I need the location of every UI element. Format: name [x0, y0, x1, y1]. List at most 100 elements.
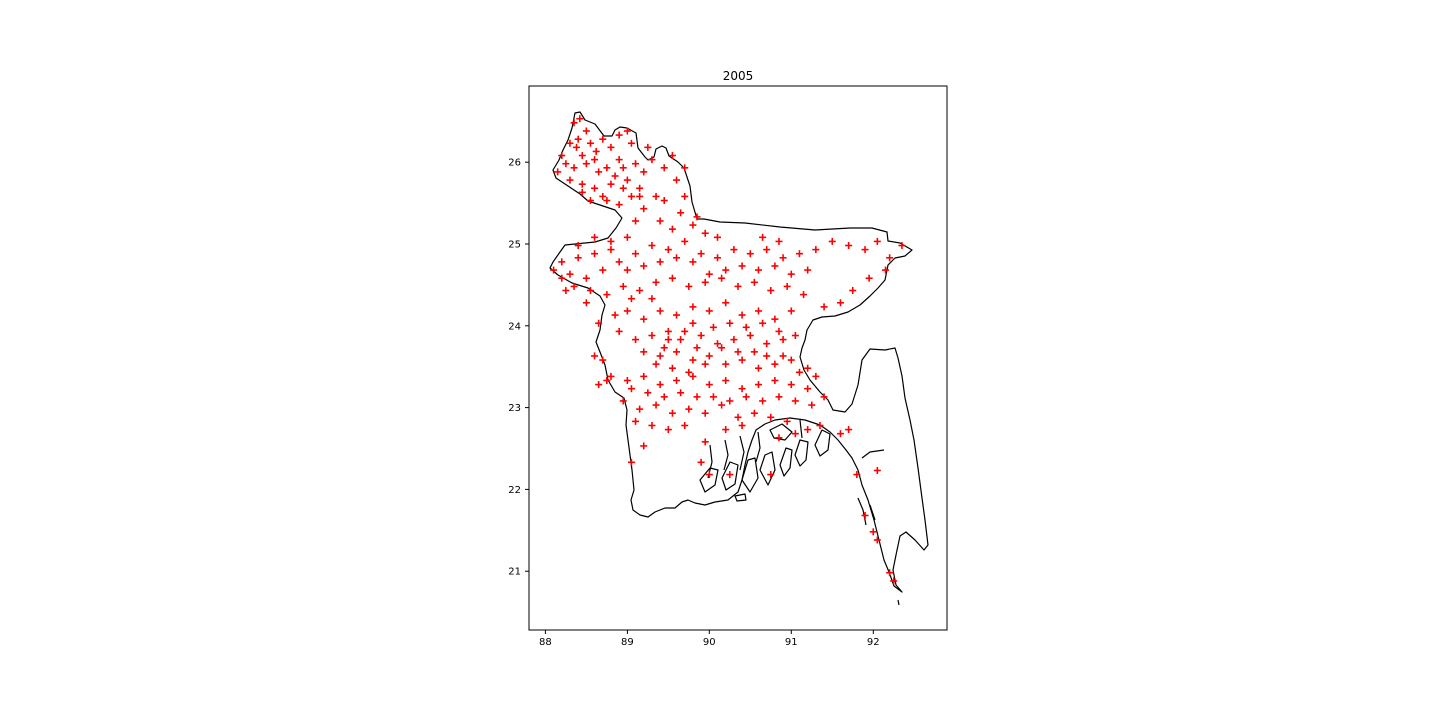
event-marker: [845, 242, 853, 250]
event-marker: [627, 139, 635, 147]
event-marker: [861, 246, 869, 254]
event-marker: [722, 376, 730, 384]
event-marker: [865, 274, 873, 282]
event-marker: [619, 397, 627, 405]
y-tick-label: 22: [508, 485, 521, 496]
event-marker: [599, 266, 607, 274]
event-marker: [591, 233, 599, 241]
x-tick: 89: [621, 630, 634, 648]
event-marker: [697, 458, 705, 466]
event-marker: [619, 282, 627, 290]
event-marker: [689, 372, 697, 380]
event-marker: [681, 192, 689, 200]
event-marker: [873, 536, 881, 544]
event-marker: [820, 393, 828, 401]
event-marker: [734, 413, 742, 421]
event-marker: [693, 393, 701, 401]
event-marker: [648, 332, 656, 340]
event-marker: [886, 254, 894, 262]
event-marker: [652, 278, 660, 286]
event-marker: [775, 237, 783, 245]
event-marker: [586, 197, 594, 205]
event-marker: [603, 197, 611, 205]
event-marker: [632, 160, 640, 168]
event-marker: [726, 471, 734, 479]
event-marker: [607, 180, 615, 188]
event-marker: [709, 393, 717, 401]
x-tick: 91: [785, 630, 798, 648]
event-marker: [573, 143, 581, 151]
x-tick-label: 89: [621, 637, 634, 648]
event-marker: [808, 401, 816, 409]
estuary-lines: [707, 419, 885, 526]
event-marker: [570, 119, 578, 127]
event-marker: [705, 471, 713, 479]
event-marker: [566, 176, 574, 184]
event-marker: [673, 176, 681, 184]
event-marker: [619, 184, 627, 192]
axes-frame: [528, 85, 948, 631]
event-marker: [677, 209, 685, 217]
event-marker: [677, 389, 685, 397]
event-marker: [632, 336, 640, 344]
event-marker: [627, 458, 635, 466]
event-marker: [632, 250, 640, 258]
event-marker: [681, 421, 689, 429]
event-marker: [673, 348, 681, 356]
event-marker: [673, 376, 681, 384]
event-marker: [591, 352, 599, 360]
event-marker: [787, 356, 795, 364]
y-tick-label: 25: [508, 240, 521, 251]
event-marker: [869, 528, 877, 536]
event-marker: [759, 397, 767, 405]
event-marker: [722, 426, 730, 434]
event-marker: [767, 471, 775, 479]
event-marker: [648, 242, 656, 250]
event-marker: [586, 287, 594, 295]
event-marker: [644, 389, 652, 397]
y-tick-label: 24: [508, 321, 521, 332]
event-marker: [603, 291, 611, 299]
event-marker: [783, 282, 791, 290]
event-marker: [558, 152, 566, 160]
event-marker: [611, 311, 619, 319]
event-marker: [664, 327, 672, 335]
event-marker: [754, 364, 762, 372]
event-marker: [795, 368, 803, 376]
event-marker: [664, 426, 672, 434]
event-marker: [787, 381, 795, 389]
event-marker: [615, 131, 623, 139]
event-marker: [615, 156, 623, 164]
event-marker: [623, 233, 631, 241]
event-marker: [726, 319, 734, 327]
event-marker: [771, 360, 779, 368]
event-marker: [578, 180, 586, 188]
event-marker: [845, 426, 853, 434]
y-tick: 24: [508, 321, 529, 332]
event-marker: [578, 152, 586, 160]
event-marker: [767, 413, 775, 421]
event-marker: [705, 270, 713, 278]
event-marker: [640, 442, 648, 450]
chart-title: 2005: [723, 69, 754, 83]
southern-tip: [897, 599, 900, 606]
event-marker: [804, 426, 812, 434]
event-marker: [656, 217, 664, 225]
event-marker: [718, 401, 726, 409]
event-marker: [566, 270, 574, 278]
event-marker: [779, 254, 787, 262]
event-marker: [738, 385, 746, 393]
event-marker: [673, 311, 681, 319]
event-marker: [640, 315, 648, 323]
event-marker: [554, 168, 562, 176]
event-marker: [697, 332, 705, 340]
event-marker: [558, 274, 566, 282]
event-marker: [640, 348, 648, 356]
event-marker: [640, 372, 648, 380]
event-marker: [570, 164, 578, 172]
event-marker: [693, 344, 701, 352]
event-marker: [648, 421, 656, 429]
event-marker: [586, 139, 594, 147]
event-marker: [849, 287, 857, 295]
event-marker: [607, 246, 615, 254]
